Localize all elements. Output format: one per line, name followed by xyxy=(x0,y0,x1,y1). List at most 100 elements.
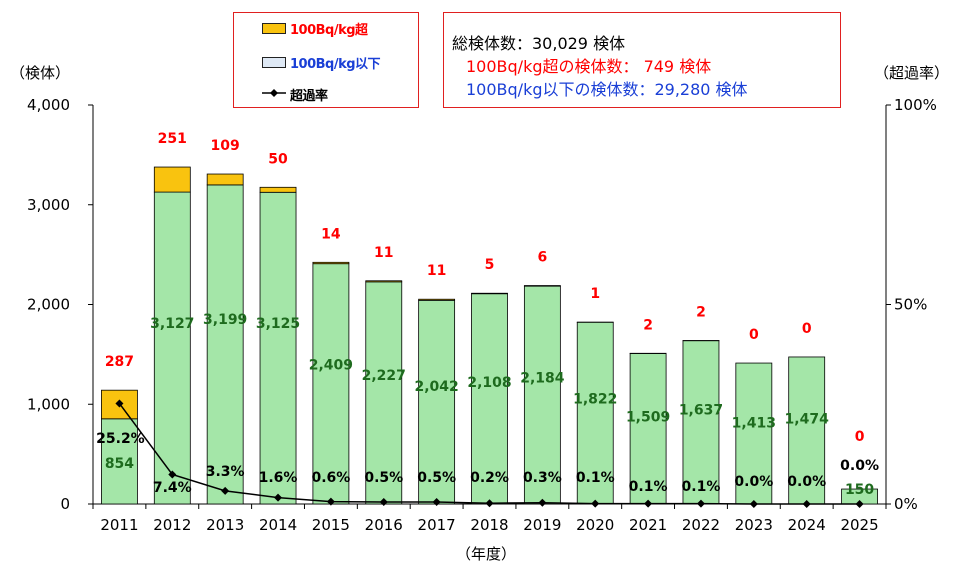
below-data-label: 150 xyxy=(845,482,874,498)
x-tick-label: 2023 xyxy=(735,516,773,534)
legend-swatch-under xyxy=(262,57,286,68)
below-data-label: 3,127 xyxy=(150,316,194,332)
rate-data-label: 0.2% xyxy=(470,470,509,486)
bar-under xyxy=(523,285,561,505)
rate-data-label: 0.1% xyxy=(576,470,615,486)
x-tick-label: 2013 xyxy=(206,516,244,534)
below-data-label: 2,108 xyxy=(467,375,511,391)
rate-point xyxy=(644,499,653,508)
rate-data-label: 3.3% xyxy=(206,464,245,480)
bar-under xyxy=(788,356,826,505)
x-tick-label: 2014 xyxy=(259,516,297,534)
legend-label-over: 100Bq/kg超 xyxy=(290,23,368,38)
rate-data-label: 0.0% xyxy=(787,474,826,490)
rate-point xyxy=(749,500,758,508)
exceed-data-label: 0 xyxy=(749,327,759,343)
rate-data-label: 0.1% xyxy=(629,479,668,495)
below-data-label: 1,413 xyxy=(732,415,776,431)
y-right-tick-label: 100% xyxy=(894,96,937,114)
x-tick-label: 2012 xyxy=(153,516,191,534)
rate-point xyxy=(591,499,600,508)
exceed-data-label: 6 xyxy=(537,250,547,266)
legend: 100Bq/kg超 100Bq/kg以下 超過率 xyxy=(233,12,419,108)
bar-under xyxy=(682,340,720,505)
exceed-data-label: 11 xyxy=(427,263,446,279)
below-data-label: 2,184 xyxy=(520,371,565,387)
summary-total: 総検体数：30,029 検体 xyxy=(452,34,626,53)
rate-data-label: 0.0% xyxy=(734,474,773,490)
x-tick-label: 2011 xyxy=(100,516,138,534)
rate-data-label: 0.3% xyxy=(523,470,562,486)
rate-data-label: 0.0% xyxy=(840,458,879,474)
exceed-data-label: 11 xyxy=(374,245,393,261)
y-right-title: （超過率） xyxy=(874,64,950,82)
rate-point xyxy=(326,497,335,506)
exceed-data-label: 1 xyxy=(590,286,600,302)
x-tick-label: 2016 xyxy=(365,516,403,534)
below-data-label: 2,227 xyxy=(362,368,406,384)
exceed-data-label: 14 xyxy=(321,226,341,242)
x-tick-label: 2024 xyxy=(788,516,826,534)
bar-over xyxy=(206,173,244,186)
exceed-data-label: 5 xyxy=(485,257,495,273)
bar-over xyxy=(365,280,403,283)
rate-point xyxy=(274,493,283,502)
below-data-label: 1,474 xyxy=(785,412,830,428)
y-left-tick-label: 2,000 xyxy=(27,296,70,314)
summary-box: 総検体数：30,029 検体 100Bq/kg超の検体数： 749 検体 100… xyxy=(443,12,841,108)
x-tick-label: 2022 xyxy=(682,516,720,534)
rate-point xyxy=(432,498,441,507)
exceed-data-label: 0 xyxy=(855,429,865,445)
legend-rate-line-icon xyxy=(262,89,286,97)
x-axis-title: （年度） xyxy=(456,545,517,563)
exceed-data-label: 2 xyxy=(643,317,653,333)
bar-under xyxy=(206,184,244,505)
x-tick-label: 2019 xyxy=(523,516,561,534)
legend-label-under: 100Bq/kg以下 xyxy=(290,57,381,72)
below-data-label: 3,199 xyxy=(203,312,247,328)
exceed-data-label: 2 xyxy=(696,305,706,321)
y-left-tick-label: 4,000 xyxy=(27,96,70,114)
x-tick-label: 2020 xyxy=(576,516,614,534)
rate-data-label: 0.5% xyxy=(364,470,403,486)
bar-under xyxy=(259,191,297,505)
legend-swatch-over xyxy=(262,23,286,34)
exceed-data-label: 287 xyxy=(105,354,134,370)
rate-data-label: 0.5% xyxy=(417,470,456,486)
summary-over: 100Bq/kg超の検体数： 749 検体 xyxy=(466,57,712,76)
rate-data-label: 1.6% xyxy=(259,470,298,486)
rate-data-label: 7.4% xyxy=(153,480,192,496)
y-right-tick-label: 0% xyxy=(894,495,918,513)
rate-point xyxy=(115,399,124,408)
x-tick-label: 2021 xyxy=(629,516,667,534)
rate-point xyxy=(168,470,177,479)
bar-over xyxy=(312,261,350,265)
exceed-data-label: 109 xyxy=(211,138,240,154)
summary-under: 100Bq/kg以下の検体数：29,280 検体 xyxy=(466,80,748,99)
y-left-tick-label: 0 xyxy=(60,495,70,513)
below-data-label: 2,042 xyxy=(414,379,458,395)
x-tick-label: 2017 xyxy=(418,516,456,534)
bar-under xyxy=(101,418,138,505)
rate-point xyxy=(485,499,494,508)
bar-under xyxy=(471,293,508,505)
rate-point xyxy=(221,486,230,495)
bar-over xyxy=(418,298,456,301)
legend-label-rate: 超過率 xyxy=(290,89,328,104)
x-tick-label: 2018 xyxy=(470,516,508,534)
rate-data-label: 0.6% xyxy=(311,470,350,486)
below-data-label: 854 xyxy=(105,456,134,472)
x-tick-label: 2025 xyxy=(840,516,878,534)
rate-point xyxy=(379,498,388,507)
below-data-label: 3,125 xyxy=(256,316,300,332)
y-left-title: （検体） xyxy=(10,64,71,82)
bar-over xyxy=(259,186,297,193)
below-data-label: 2,409 xyxy=(309,358,353,374)
below-data-label: 1,822 xyxy=(573,392,617,408)
rate-point xyxy=(855,500,864,508)
y-left-tick-label: 3,000 xyxy=(27,196,70,214)
bar-under xyxy=(153,191,191,505)
below-data-label: 1,637 xyxy=(679,402,723,418)
bar-under xyxy=(735,362,773,505)
bar-over xyxy=(523,285,561,287)
